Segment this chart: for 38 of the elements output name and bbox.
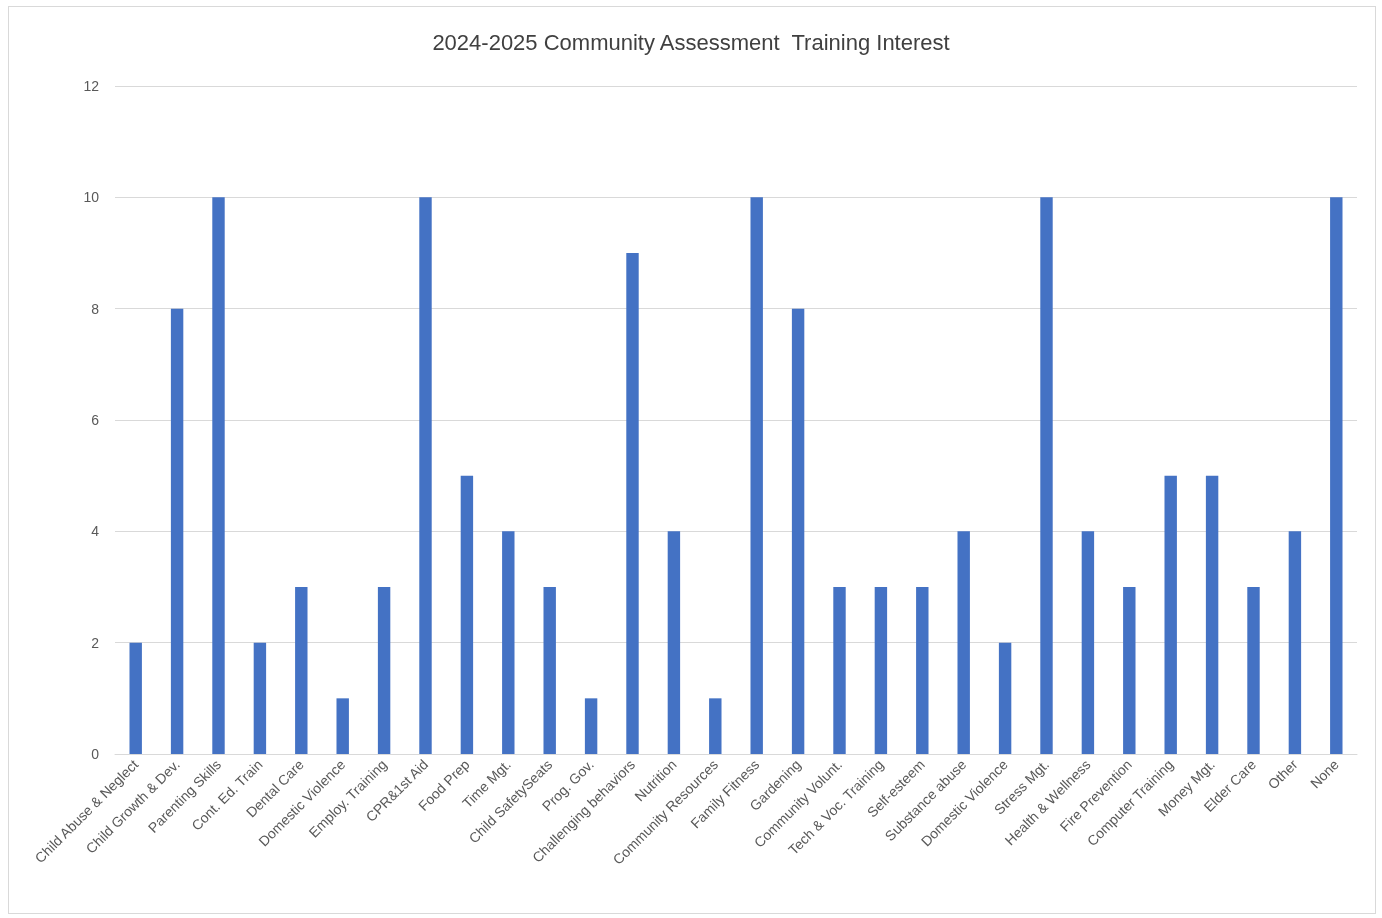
y-tick-label: 0	[91, 746, 100, 762]
bar	[1123, 587, 1136, 754]
bar	[253, 642, 267, 754]
bar	[874, 587, 888, 754]
y-tick-label: 4	[91, 523, 100, 540]
bar	[460, 475, 474, 754]
bar	[129, 642, 142, 754]
bar	[1081, 531, 1095, 754]
bar	[377, 587, 391, 754]
y-tick-label: 12	[83, 78, 100, 94]
bar	[1040, 197, 1053, 754]
bar	[212, 197, 225, 754]
y-tick-label: 2	[91, 634, 100, 651]
bar	[584, 698, 598, 754]
bar	[791, 308, 805, 754]
bar	[502, 531, 515, 754]
bar	[750, 197, 763, 754]
bar	[1288, 531, 1302, 754]
bar	[626, 253, 639, 754]
bar	[336, 698, 349, 754]
bar	[1205, 475, 1219, 754]
bar	[916, 587, 929, 754]
bar	[543, 587, 556, 754]
y-tick-label: 10	[83, 189, 100, 206]
y-tick-label: 8	[91, 300, 100, 317]
bar	[998, 642, 1012, 754]
bar	[709, 698, 722, 754]
bar	[295, 587, 308, 754]
chart-title: 2024-2025 Community Assessment Training Interest	[432, 29, 950, 55]
bar	[957, 531, 970, 754]
bar	[170, 308, 184, 754]
bar	[833, 587, 846, 754]
bar	[419, 197, 432, 754]
bar	[1247, 587, 1260, 754]
bar	[1164, 475, 1177, 754]
y-tick-label: 6	[91, 412, 100, 428]
bar	[1330, 197, 1343, 754]
bar	[667, 531, 681, 754]
